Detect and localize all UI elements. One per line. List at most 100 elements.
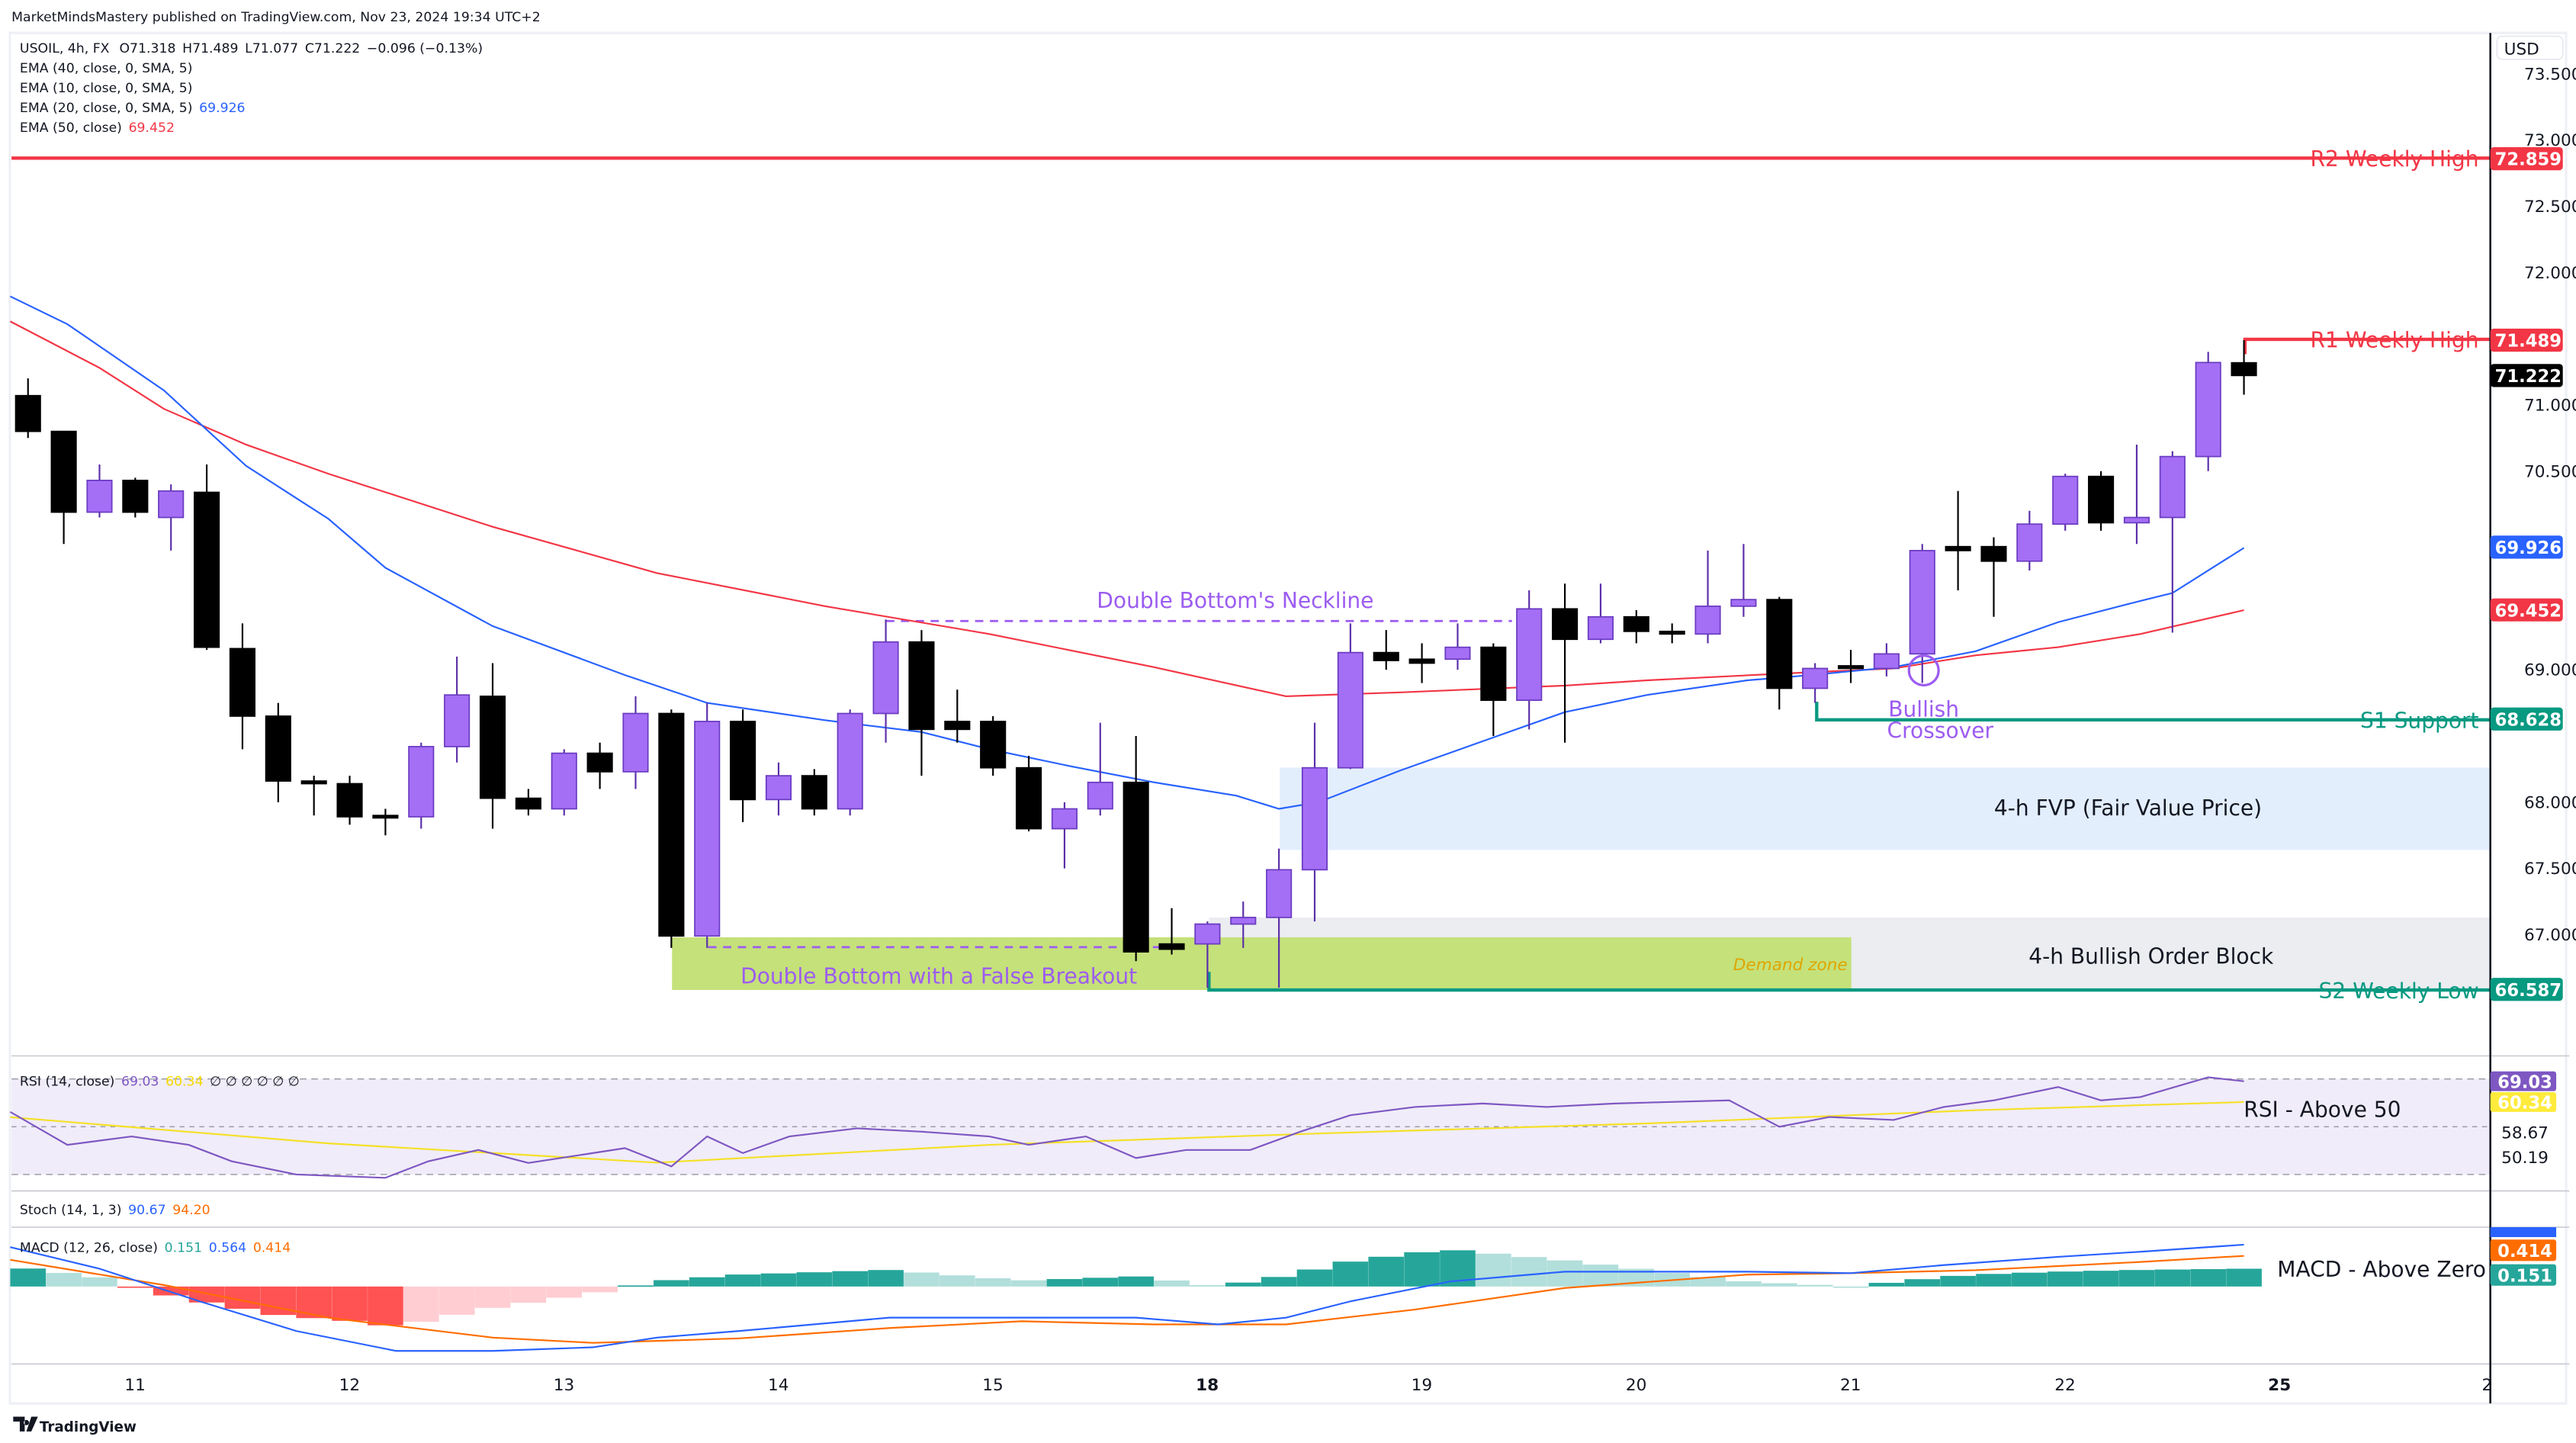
- candle-body: [1659, 630, 1685, 635]
- price-badge-label: 71.222: [2495, 367, 2562, 387]
- candle-body: [50, 430, 77, 513]
- macd-histogram-bar: [618, 1285, 654, 1287]
- macd-histogram-bar: [724, 1274, 761, 1287]
- candle-body: [586, 752, 613, 773]
- candle: [622, 696, 649, 789]
- macd-histogram-bar: [1511, 1257, 1547, 1287]
- s1-line[interactable]: [1815, 702, 2491, 722]
- macd-histogram-bar: [904, 1272, 940, 1287]
- macd-histogram-bar: [1010, 1280, 1047, 1287]
- candle: [122, 477, 149, 518]
- price-badge-label: 68.628: [2495, 710, 2562, 730]
- macd-histogram-bar: [296, 1286, 332, 1319]
- macd-histogram-bar: [2226, 1268, 2262, 1287]
- ema50-legend[interactable]: EMA (50, close) 69.452: [20, 121, 175, 136]
- macd-histogram-bar: [546, 1286, 583, 1298]
- candle: [1480, 643, 1507, 737]
- macd-histogram-bar: [1332, 1261, 1369, 1287]
- macd-histogram-bar: [117, 1286, 153, 1288]
- time-label: 11: [124, 1376, 145, 1395]
- candle: [908, 630, 935, 776]
- price-axis[interactable]: 73.50073.00072.50072.00071.00070.50069.0…: [2490, 65, 2576, 1286]
- candle-body: [194, 491, 220, 648]
- candle: [1015, 756, 1042, 832]
- ema10-legend[interactable]: EMA (10, close, 0, SMA, 5): [20, 81, 193, 96]
- macd-histogram-bar: [1726, 1281, 1762, 1287]
- candle-body: [122, 479, 149, 513]
- candle-body: [2231, 362, 2257, 377]
- price-badge-label: 69.926: [2495, 538, 2562, 558]
- candle: [2123, 444, 2150, 545]
- macd-histogram-bar: [1190, 1284, 1225, 1287]
- candle: [1051, 802, 1078, 869]
- macd-histogram-bar: [1261, 1277, 1297, 1287]
- candle: [194, 464, 220, 651]
- macd-histogram-bar: [2083, 1271, 2119, 1287]
- currency-label: USD: [2504, 40, 2539, 59]
- candle: [479, 663, 506, 829]
- macd-histogram-bar: [1404, 1252, 1440, 1287]
- candle: [765, 762, 792, 816]
- candle-body: [14, 394, 41, 432]
- price-badge-label: 69.452: [2495, 601, 2562, 621]
- s2-line[interactable]: [1207, 972, 2491, 992]
- double-bottom-label: Double Bottom with a False Breakout: [740, 963, 1137, 988]
- candle-body: [86, 479, 113, 513]
- candle: [1552, 583, 1579, 743]
- candle: [1945, 490, 1971, 590]
- macd-histogram-bar: [474, 1286, 511, 1308]
- candle-body: [1837, 665, 1865, 670]
- tradingview-logo-text: TradingView: [40, 1419, 137, 1435]
- rsi-legend[interactable]: RSI (14, close) 69.03 60.34 ∅ ∅ ∅ ∅ ∅ ∅: [20, 1074, 300, 1089]
- candle: [586, 742, 613, 789]
- candle: [86, 464, 113, 518]
- price-badge: [2490, 328, 2563, 352]
- candle: [336, 776, 363, 825]
- currency-button[interactable]: [2496, 35, 2564, 60]
- candle-body: [2052, 475, 2079, 525]
- stoch-legend[interactable]: Stoch (14, 1, 3) 90.67 94.20: [20, 1203, 210, 1218]
- candle: [837, 709, 863, 816]
- price-tick-label: 72.500: [2524, 198, 2576, 217]
- price-badge-label: 72.859: [2495, 150, 2562, 170]
- candle: [1659, 623, 1685, 644]
- price-badge: [2490, 535, 2563, 559]
- candle-body: [336, 783, 363, 818]
- fvp-zone: [1280, 767, 2491, 850]
- candle: [1123, 736, 1149, 962]
- ema40-legend[interactable]: EMA (40, close, 0, SMA, 5): [20, 61, 193, 76]
- rsi-lines: [9, 1076, 2244, 1179]
- macd-note: MACD - Above Zero: [2277, 1257, 2486, 1282]
- candle: [14, 378, 41, 439]
- candle: [1694, 550, 1721, 644]
- price-badge: [2490, 978, 2563, 1001]
- macd-histogram-bar: [1368, 1256, 1405, 1287]
- macd-histogram-bar: [1868, 1283, 1905, 1287]
- candle-body: [1444, 646, 1471, 660]
- candle-body: [658, 712, 685, 937]
- time-label: 21: [1840, 1376, 1861, 1395]
- candle: [1373, 630, 1399, 670]
- candle-body: [1051, 808, 1078, 830]
- r1-label: R1 Weekly High: [2311, 328, 2479, 353]
- tradingview-logo[interactable]: TradingView: [13, 1416, 137, 1435]
- ema20-legend[interactable]: EMA (20, close, 0, SMA, 5) 69.926: [20, 101, 246, 116]
- time-axis[interactable]: 11 12 13 14 15 18 19 20 21 22 25 2: [124, 1376, 2492, 1395]
- price-tick-label: 67.500: [2524, 860, 2576, 879]
- candle: [229, 623, 256, 750]
- fvp-label: 4-h FVP (Fair Value Price): [1994, 795, 2262, 821]
- candle-body: [622, 712, 649, 773]
- macd-legend[interactable]: MACD (12, 26, close) 0.151 0.564 0.414: [20, 1240, 291, 1255]
- candle-body: [1516, 608, 1543, 701]
- macd-histogram-bar: [403, 1286, 439, 1322]
- candle-body: [1587, 615, 1614, 641]
- ema20-line: [9, 295, 2245, 810]
- crossover-circle: [1907, 654, 1940, 687]
- candle: [1266, 848, 1293, 988]
- r1-line[interactable]: [2243, 337, 2491, 355]
- macd-histogram-bar: [368, 1286, 403, 1326]
- candle-body: [2016, 523, 2043, 562]
- time-label: 20: [1626, 1376, 1646, 1395]
- candle: [1337, 623, 1363, 770]
